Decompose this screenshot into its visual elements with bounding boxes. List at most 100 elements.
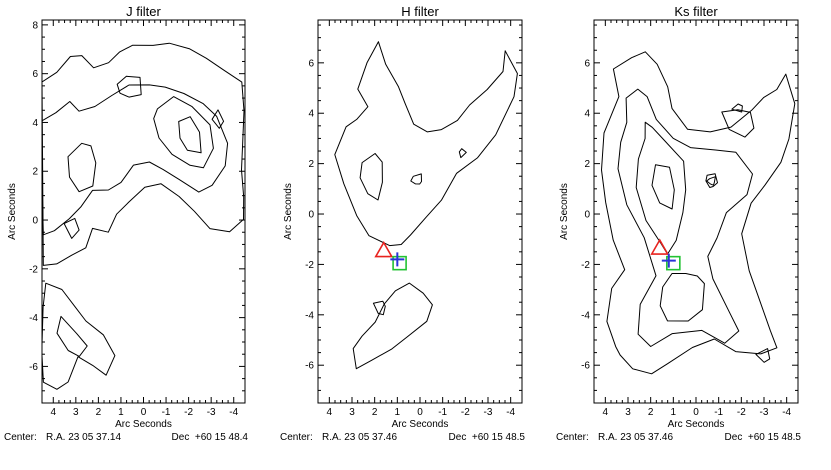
y-tick-label: 2 [32, 167, 38, 178]
contour-line [42, 282, 116, 390]
plot-frame [317, 19, 523, 404]
chart-panel-3: Ks filter 4 3 2 1 0 -1 -2 -3 -4 -6 -4 -2 0 2 4 6 Arc Seco… [556, 4, 801, 443]
x-tick-label: 4 [50, 407, 56, 418]
y-tick-label: 6 [308, 58, 314, 69]
y-axis-label: Arc Seconds [559, 183, 570, 240]
x-tick-label: 1 [671, 407, 677, 418]
x-tick-label: -3 [760, 407, 769, 418]
y-tick-label: -6 [29, 362, 38, 373]
square-marker [392, 255, 407, 271]
x-tick-label: -4 [229, 407, 238, 418]
contour-line [211, 109, 225, 129]
x-tick-label: 2 [96, 407, 102, 418]
x-tick-label: -2 [461, 407, 470, 418]
y-tick-label: -2 [305, 260, 314, 271]
contour-group [42, 42, 245, 390]
center-ra: R.A. 23 05 37.46 [598, 432, 673, 443]
center-prefix: Center: [556, 432, 589, 443]
y-tick-label: -6 [581, 361, 590, 372]
y-axis-label: Arc Seconds [283, 183, 294, 240]
plot-frame [41, 19, 246, 404]
y-axis-label: Arc Seconds [7, 183, 18, 240]
y-tick-label: 6 [32, 69, 38, 80]
x-axis-label: Arc Seconds [392, 419, 449, 430]
x-tick-label: 3 [625, 407, 631, 418]
contour-line [116, 75, 142, 98]
y-tick-label: 4 [584, 109, 590, 120]
y-tick-label: 4 [32, 118, 38, 129]
chart-title: H filter [401, 4, 439, 19]
x-tick-label: 3 [73, 407, 79, 418]
x-tick-label: 2 [372, 407, 378, 418]
x-tick-label: 4 [327, 407, 333, 418]
x-tick-label: 1 [395, 407, 401, 418]
y-tick-label: 4 [308, 109, 314, 120]
contour-line [42, 84, 229, 236]
cross-marker [390, 252, 405, 267]
x-tick-label: 0 [693, 407, 699, 418]
chart-panel-2: H filter 4 3 2 1 0 -1 -2 -3 -4 -6 -4 -2 0 2 4 6 Arc Secon… [280, 4, 525, 443]
contour-line [372, 300, 386, 316]
contour-line [601, 51, 796, 375]
x-tick-label: 1 [118, 407, 124, 418]
y-tick-label: 6 [584, 58, 590, 69]
x-tick-label: -2 [184, 407, 193, 418]
contour-line [410, 173, 422, 185]
y-tick-label: -4 [305, 310, 314, 321]
x-tick-label: -3 [207, 407, 216, 418]
contour-group [601, 51, 796, 375]
square-marker [666, 255, 681, 271]
y-tick-label: 2 [584, 159, 590, 170]
x-tick-label: -1 [162, 407, 171, 418]
contour-line [659, 273, 705, 322]
contour-line [706, 176, 716, 186]
contour-line [153, 96, 214, 169]
contour-line [635, 121, 687, 255]
center-ra: R.A. 23 05 37.46 [322, 432, 397, 443]
y-tick-label: 2 [308, 159, 314, 170]
contour-line [721, 109, 755, 138]
y-tick-label: -2 [581, 260, 590, 271]
center-prefix: Center: [280, 432, 313, 443]
contour-line [42, 42, 245, 266]
x-tick-label: -1 [714, 407, 723, 418]
cross-marker [661, 253, 676, 268]
y-tick-label: 0 [32, 216, 38, 227]
x-tick-label: 0 [141, 407, 147, 418]
y-tick-label: 0 [308, 210, 314, 221]
contour-line [731, 103, 743, 113]
y-tick-label: -6 [305, 361, 314, 372]
contour-line [359, 153, 383, 201]
contour-line [56, 315, 88, 357]
x-tick-label: -2 [737, 407, 746, 418]
y-tick-label: 0 [584, 210, 590, 221]
y-tick-label: -4 [581, 310, 590, 321]
contour-line [458, 148, 467, 159]
center-prefix: Center: [4, 432, 37, 443]
contour-line [178, 116, 202, 154]
x-tick-label: 2 [648, 407, 654, 418]
y-tick-label: 8 [32, 20, 38, 31]
contour-line [352, 282, 433, 370]
chart-panel-1: J filter 4 3 2 1 0 -1 -2 -3 -4 -6 -4 -2 0 2 4 6 8 Arc Seco… [4, 4, 248, 443]
x-axis-label: Arc Seconds [115, 419, 172, 430]
x-tick-label: 0 [417, 407, 423, 418]
y-tick-label: -2 [29, 264, 38, 275]
x-axis-label: Arc Seconds [668, 419, 725, 430]
contour-group [334, 41, 518, 370]
triangle-marker [374, 240, 394, 258]
y-tick-label: -4 [29, 313, 38, 324]
x-tick-label: -3 [484, 407, 493, 418]
contour-line [334, 41, 518, 247]
x-tick-label: -4 [782, 407, 791, 418]
center-dec: Dec +60 15 48.5 [725, 432, 802, 443]
contour-line [755, 348, 771, 363]
contour-line [651, 164, 675, 210]
center-ra: R.A. 23 05 37.14 [46, 432, 121, 443]
chart-title: J filter [126, 4, 161, 19]
contour-line [67, 142, 97, 193]
triangle-marker [650, 238, 670, 255]
contour-line [705, 173, 718, 188]
plot-frame [593, 19, 799, 404]
